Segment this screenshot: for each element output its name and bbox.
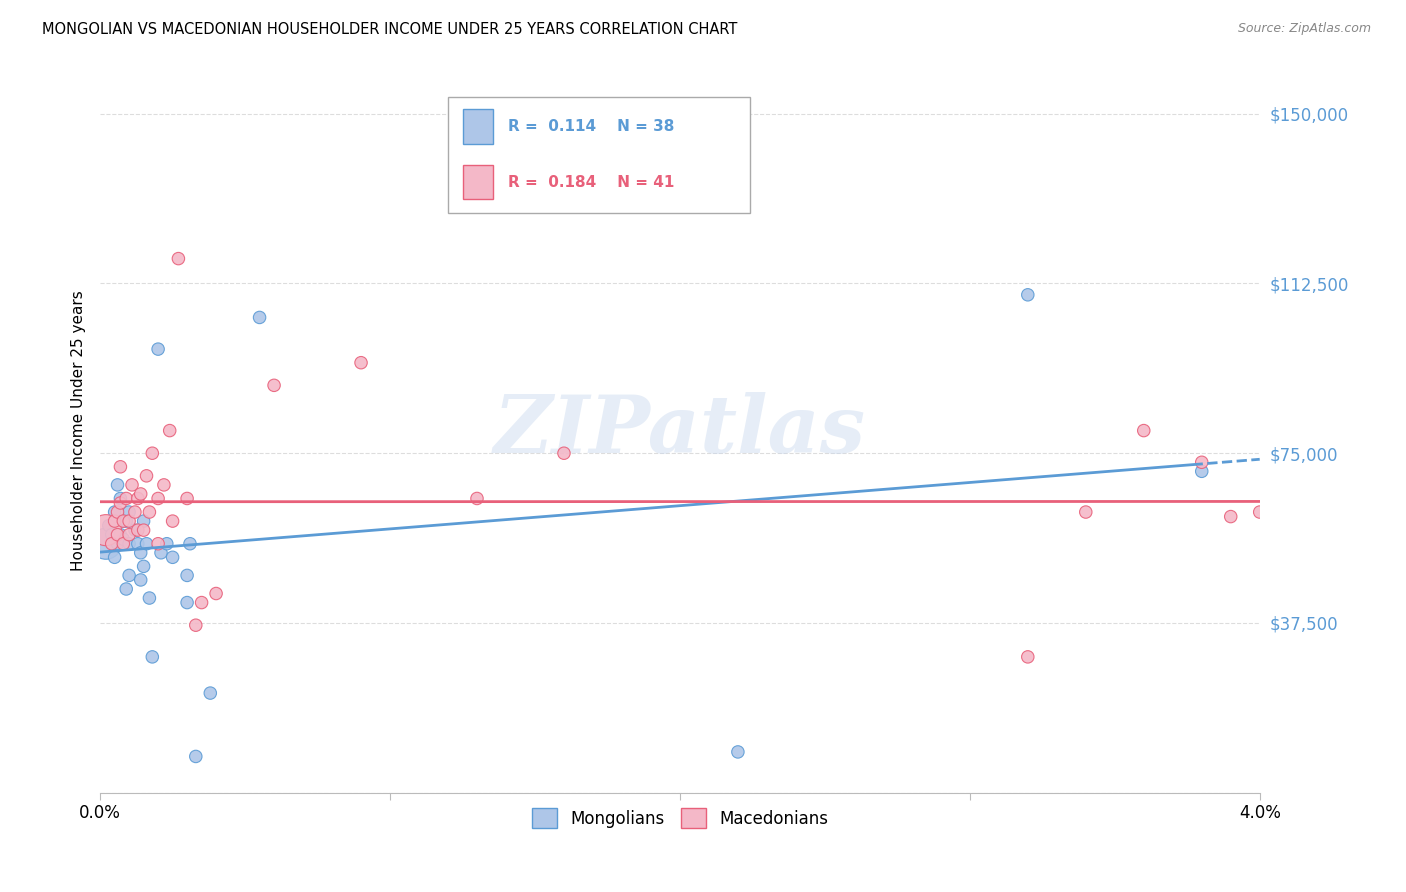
Point	[249, 310, 271, 325]
Point	[115, 514, 138, 528]
Point	[1017, 288, 1039, 302]
Point	[110, 527, 132, 541]
Point	[465, 491, 488, 506]
Point	[110, 496, 132, 510]
Point	[146, 537, 169, 551]
Point	[127, 523, 149, 537]
Point	[112, 514, 135, 528]
Point	[184, 749, 207, 764]
Point	[1191, 464, 1213, 478]
Point	[132, 514, 155, 528]
Text: Source: ZipAtlas.com: Source: ZipAtlas.com	[1237, 22, 1371, 36]
Point	[127, 491, 149, 506]
Point	[1219, 509, 1241, 524]
Point	[205, 586, 228, 600]
Point	[159, 424, 181, 438]
Point	[153, 478, 176, 492]
Point	[167, 252, 190, 266]
Point	[150, 546, 173, 560]
Point	[141, 446, 163, 460]
Point	[132, 559, 155, 574]
Point	[110, 459, 132, 474]
Point	[121, 478, 143, 492]
Point	[118, 568, 141, 582]
Point	[115, 582, 138, 596]
Point	[146, 342, 169, 356]
Point	[112, 514, 135, 528]
Point	[112, 537, 135, 551]
Point	[107, 527, 129, 541]
Point	[156, 537, 179, 551]
Point	[107, 505, 129, 519]
Point	[94, 523, 117, 537]
Point	[176, 491, 198, 506]
Point	[176, 568, 198, 582]
Point	[350, 356, 373, 370]
Point	[118, 505, 141, 519]
Point	[727, 745, 749, 759]
Point	[118, 514, 141, 528]
Point	[184, 618, 207, 632]
Point	[553, 446, 575, 460]
Text: MONGOLIAN VS MACEDONIAN HOUSEHOLDER INCOME UNDER 25 YEARS CORRELATION CHART: MONGOLIAN VS MACEDONIAN HOUSEHOLDER INCO…	[42, 22, 738, 37]
Point	[124, 523, 146, 537]
Point	[200, 686, 222, 700]
Point	[138, 505, 160, 519]
Point	[124, 505, 146, 519]
Point	[141, 649, 163, 664]
Point	[179, 537, 201, 551]
Point	[135, 537, 157, 551]
Legend: Mongolians, Macedonians: Mongolians, Macedonians	[524, 801, 835, 835]
Point	[129, 487, 152, 501]
Point	[162, 514, 184, 528]
Point	[146, 491, 169, 506]
Point	[104, 514, 127, 528]
Point	[129, 546, 152, 560]
Point	[110, 491, 132, 506]
Point	[1132, 424, 1154, 438]
Point	[1249, 505, 1271, 519]
Point	[107, 537, 129, 551]
Point	[115, 491, 138, 506]
Text: ZIPatlas: ZIPatlas	[494, 392, 866, 469]
Point	[118, 537, 141, 551]
Point	[104, 505, 127, 519]
Point	[127, 537, 149, 551]
Point	[190, 596, 212, 610]
Point	[138, 591, 160, 605]
Point	[107, 478, 129, 492]
Point	[132, 523, 155, 537]
Point	[1191, 455, 1213, 469]
Point	[176, 596, 198, 610]
Point	[118, 527, 141, 541]
Point	[135, 468, 157, 483]
Point	[100, 527, 122, 541]
Point	[129, 573, 152, 587]
Y-axis label: Householder Income Under 25 years: Householder Income Under 25 years	[72, 290, 86, 571]
Point	[263, 378, 285, 392]
Point	[162, 550, 184, 565]
Point	[94, 537, 117, 551]
Point	[100, 537, 122, 551]
Point	[97, 518, 120, 533]
Point	[112, 532, 135, 546]
Point	[1017, 649, 1039, 664]
Point	[1074, 505, 1097, 519]
Point	[104, 550, 127, 565]
